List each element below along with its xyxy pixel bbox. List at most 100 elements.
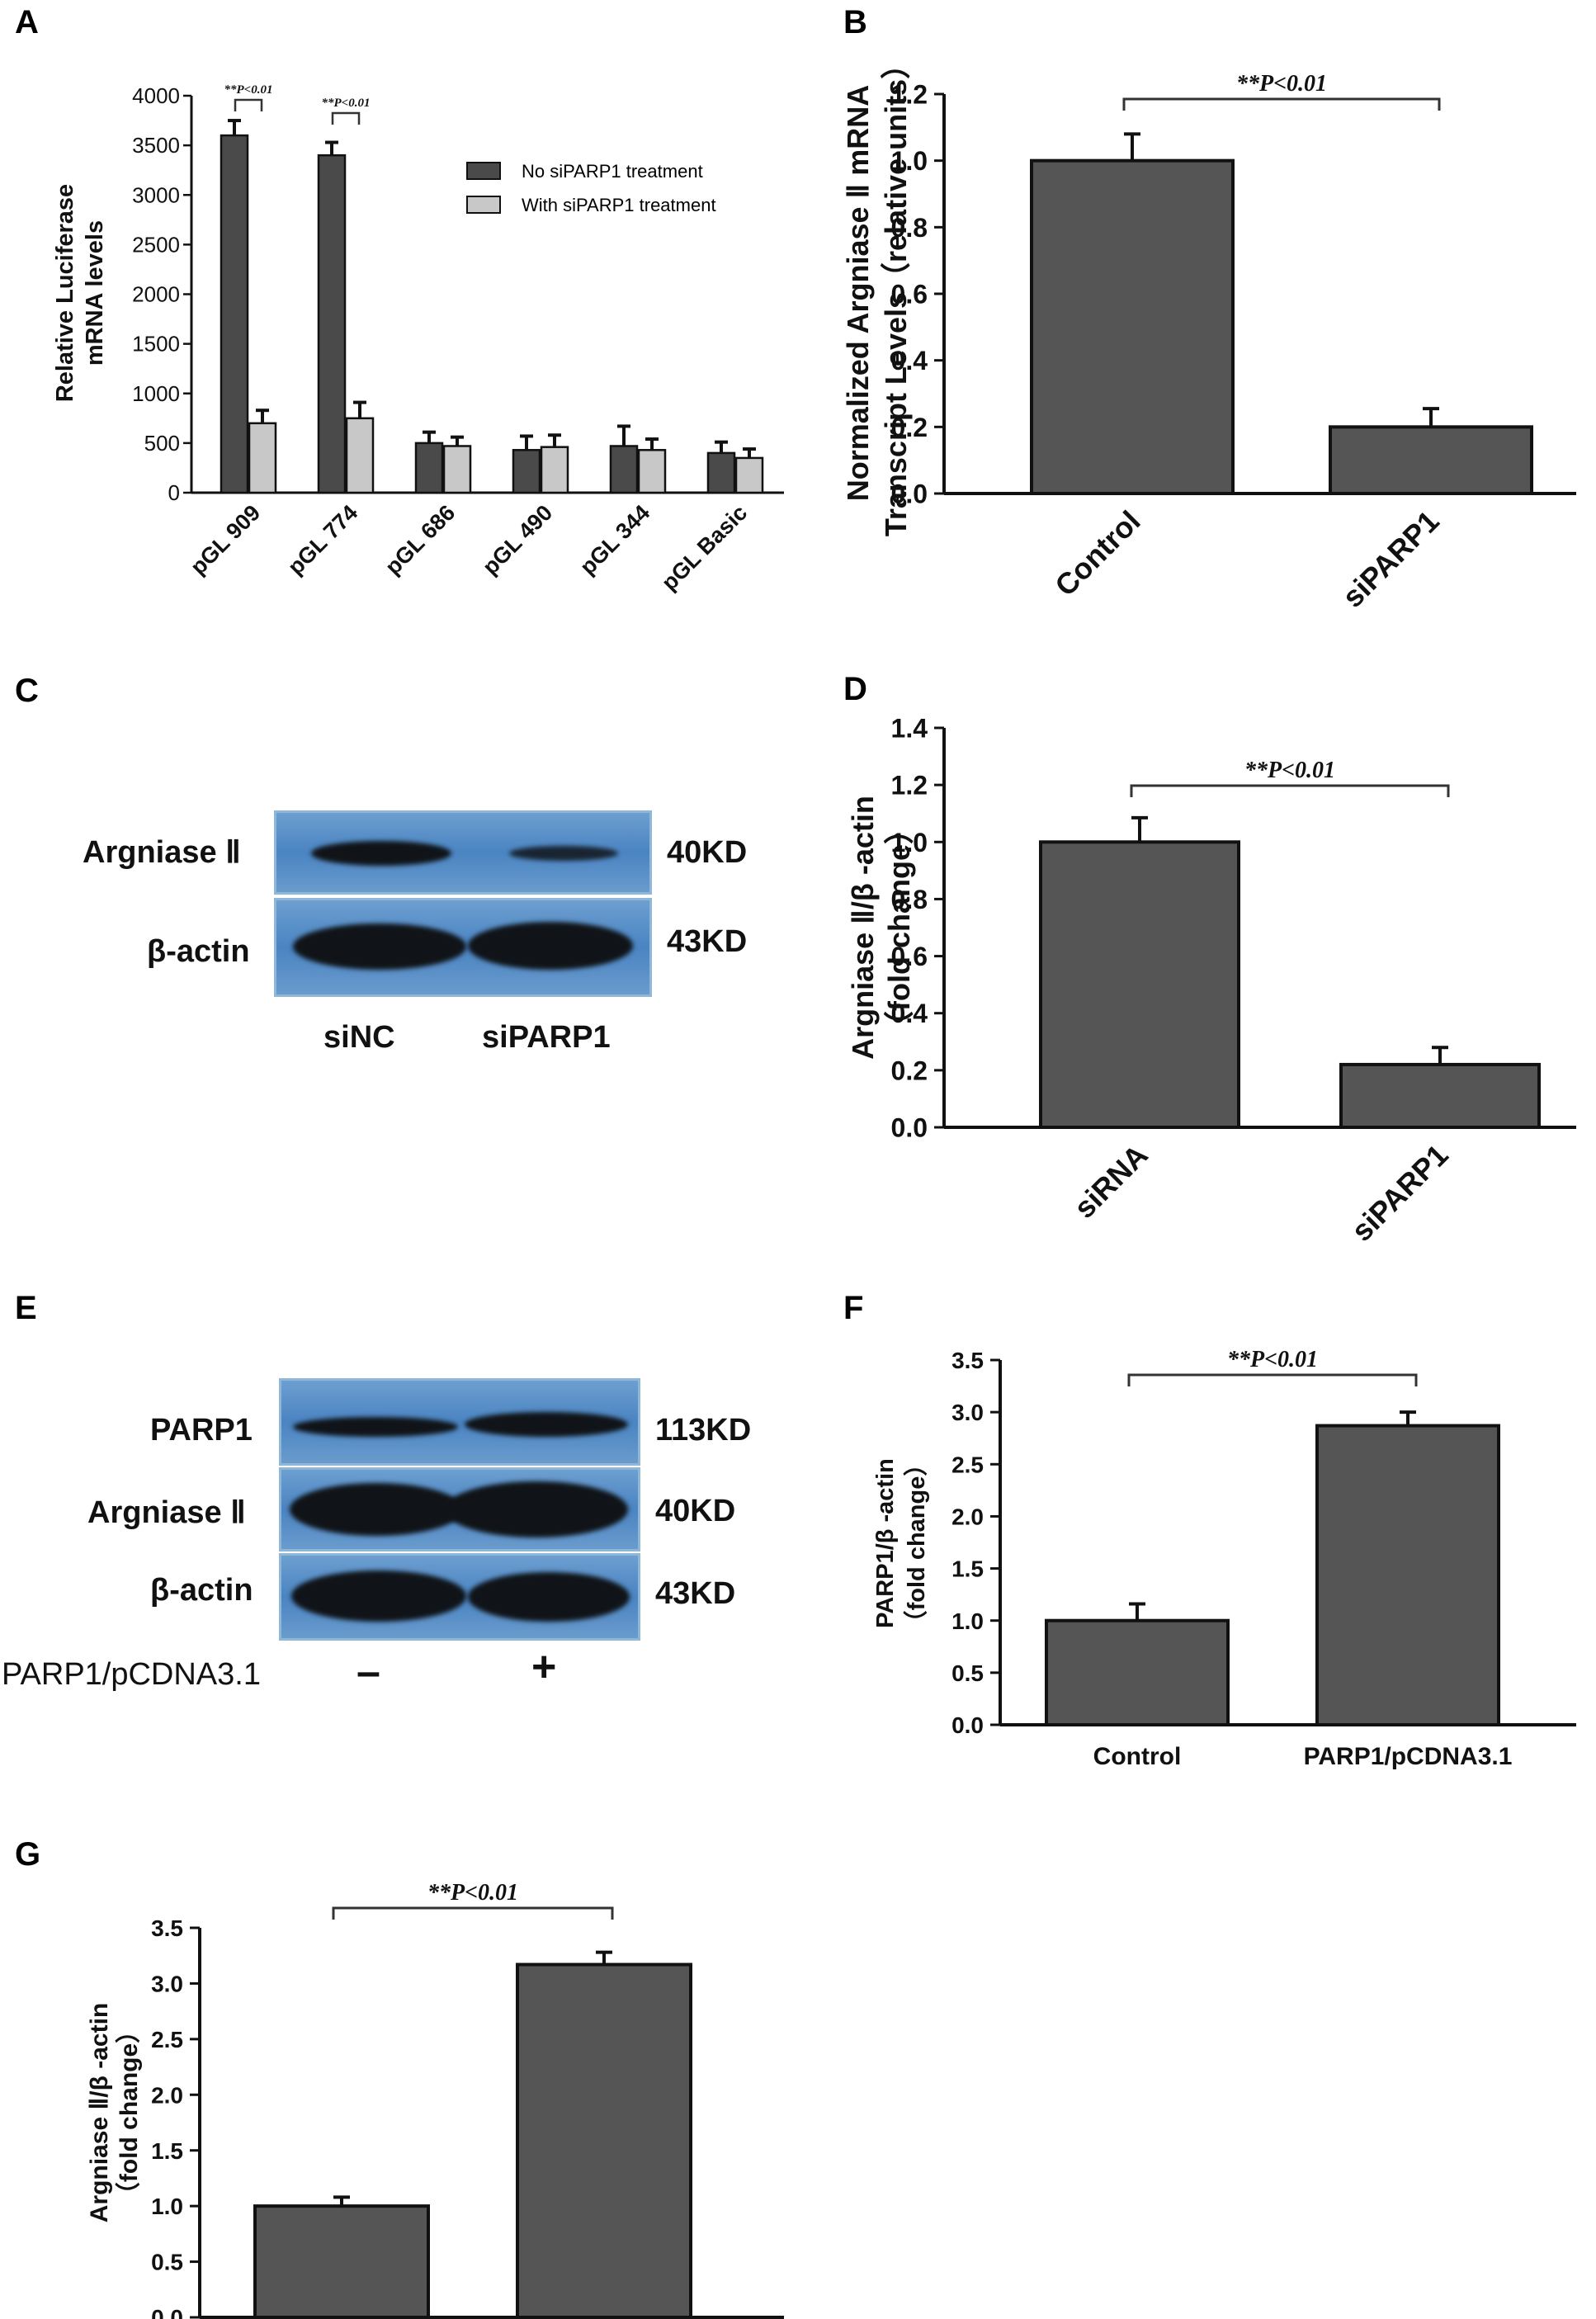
y-tick-label-g-4: 2.0 (151, 2082, 183, 2108)
chart-f: 0.0 0.5 1.0 1.5 2.0 2.5 3.0 3.5 Control PARP1/pCD… (872, 1347, 1576, 1770)
y-tick-label-b-5: 1.0 (891, 146, 928, 176)
bar-a-pgl-686-s1 (414, 442, 444, 494)
y-tick-label-g-1: 0.5 (151, 2250, 183, 2275)
bar-b-siparp1 (1329, 425, 1533, 495)
significance-bracket-g (332, 1906, 614, 1920)
y-tick-label-a-4: 2000 (132, 282, 180, 307)
significance-label-d: **P<0.01 (1244, 758, 1335, 783)
y-tick-label-a-8: 4000 (132, 83, 180, 108)
y-tick-label-g-3: 1.5 (151, 2138, 183, 2164)
western-blot-c: Argniase Ⅱ β-actin 40KD 43KD siNC siPARP… (0, 792, 825, 1065)
significance-label-a-1: **P<0.01 (322, 97, 371, 110)
legend-swatch-no-treatment (466, 162, 501, 180)
band-actin-plus (468, 1572, 630, 1622)
y-tick-label-d-4: 0.8 (891, 885, 928, 914)
y-tick-label-a-6: 3000 (132, 182, 180, 207)
bar-g-parp1-pcdna3-1 (516, 1962, 692, 2319)
bar-g-control (253, 2204, 430, 2319)
x-label-a-pgl-774: pGL 774 (283, 500, 362, 579)
y-tick-label-b-3: 0.6 (891, 280, 928, 309)
bar-b-control (1030, 158, 1235, 496)
band-parp1-plus (465, 1412, 628, 1437)
panel-letter-f: F (843, 1290, 863, 1326)
significance-label-g: **P<0.01 (427, 1880, 518, 1906)
bar-a-pgl-344-s2 (637, 449, 667, 494)
blot-lane-sinc: siNC (323, 1020, 395, 1055)
y-label-d-0: Argniase Ⅱ/β -actin (846, 796, 880, 1060)
x-label-a-pgl-686: pGL 686 (380, 500, 460, 579)
y-tick-label-d-6: 1.2 (891, 771, 928, 801)
band-actin-sinc (293, 923, 466, 970)
significance-bracket-d (1130, 784, 1450, 797)
y-label-a-1: mRNA levels (82, 220, 108, 366)
legend-swatch-with-treatment (466, 196, 501, 214)
panel-letter-g: G (15, 1836, 40, 1873)
bar-d-siparp1 (1339, 1062, 1541, 1130)
bar-f-control (1045, 1618, 1230, 1726)
chart-b: 0.0 0.2 0.4 0.6 0.8 1.0 1.2 Control siPARP1 **P<0… (841, 50, 1576, 614)
panel-letter-c: C (15, 673, 39, 709)
significance-bracket-a-1 (331, 111, 361, 125)
legend-label-with-treatment: With siPARP1 treatment (522, 195, 716, 215)
band-argniase-siparp1 (509, 846, 618, 861)
bar-a-pgl-basic-s1 (706, 451, 736, 494)
blot-kd-parp1: 113KD (655, 1413, 752, 1448)
y-label-g-0: Argniase Ⅱ/β -actin (86, 2003, 113, 2222)
y-label-b-1: Transcript Levels（relative units） (879, 50, 913, 536)
x-label-a-pgl-344: pGL 344 (575, 500, 654, 579)
significance-bracket-b (1122, 97, 1441, 111)
y-label-d-1: （fold change） (882, 815, 916, 1041)
y-tick-label-g-6: 3.0 (151, 1972, 183, 1997)
blot-kd-actin: 43KD (667, 924, 748, 959)
y-tick-label-g-5: 2.5 (151, 2027, 183, 2052)
bar-d-sirna (1039, 840, 1240, 1129)
y-tick-label-f-3: 1.5 (951, 1556, 984, 1582)
x-label-a-pgl-490: pGL 490 (478, 500, 557, 579)
y-tick-label-d-5: 1.0 (891, 828, 928, 857)
x-label-d-sirna: siRNA (1067, 1138, 1154, 1225)
band-parp1-minus (293, 1417, 458, 1437)
y-tick-label-f-5: 2.5 (951, 1452, 984, 1477)
blot-row-label-argniase-e: Argniase Ⅱ (87, 1495, 246, 1530)
blot-row-label-argniase: Argniase Ⅱ (83, 835, 241, 870)
y-label-f-1: （fold change） (903, 1452, 930, 1635)
y-tick-label-f-4: 2.0 (951, 1504, 984, 1530)
blot-strip-actin (274, 898, 652, 997)
y-label-a-0: Relative Luciferase (52, 184, 78, 402)
y-label-b-0: Normalized Argniase Ⅱ mRNA (841, 85, 875, 502)
y-tick-label-f-6: 3.0 (951, 1400, 984, 1425)
bar-a-pgl-686-s2 (442, 445, 472, 494)
blot-strip-actin-e (279, 1553, 640, 1641)
x-label-d-siparp1: siPARP1 (1344, 1138, 1454, 1248)
y-tick-label-b-1: 0.2 (891, 413, 928, 442)
y-label-g-1: （fold change） (115, 2019, 143, 2207)
y-tick-label-g-0: 0.0 (151, 2305, 183, 2319)
blot-strip-argniase-e (279, 1467, 640, 1552)
bar-a-pgl-909-s2 (248, 422, 277, 494)
blot-lane-siparp1: siPARP1 (482, 1020, 611, 1055)
blot-kd-actin-e: 43KD (655, 1576, 736, 1611)
band-actin-minus (291, 1570, 466, 1622)
y-tick-label-d-0: 0.0 (891, 1113, 928, 1143)
panel-letter-b: B (843, 4, 867, 40)
y-tick-label-f-2: 1.0 (951, 1608, 984, 1634)
blot-kd-argniase: 40KD (667, 835, 748, 870)
bar-a-pgl-basic-s2 (734, 456, 764, 494)
band-argniase-minus (290, 1483, 463, 1536)
significance-bracket-a-0 (234, 98, 263, 111)
x-label-b-control: Control (1048, 504, 1146, 602)
chart-g: 0.00.51.01.52.02.53.03.5ControlPARP1/pCD… (86, 1880, 784, 2319)
blot-strip-argniase (274, 810, 652, 895)
bar-a-pgl-490-s1 (512, 449, 541, 494)
y-tick-label-f-1: 0.5 (951, 1660, 984, 1686)
x-label-f-parp1-pcdna3-1: PARP1/pCDNA3.1 (1304, 1743, 1513, 1770)
bar-a-pgl-909-s1 (220, 134, 249, 494)
x-label-a-pgl-basic: pGL Basic (657, 500, 752, 595)
x-label-f-control: Control (1093, 1743, 1182, 1770)
western-blot-e: PARP1 Argniase Ⅱ β-actin 113KD 40KD 43KD… (0, 1370, 825, 1717)
y-tick-label-b-0: 0.0 (891, 479, 928, 509)
significance-label-f: **P<0.01 (1227, 1347, 1318, 1372)
y-tick-label-d-2: 0.4 (891, 999, 928, 1028)
y-tick-label-a-1: 500 (144, 431, 180, 456)
blot-treatment-label: PARP1/pCDNA3.1 (2, 1657, 261, 1692)
